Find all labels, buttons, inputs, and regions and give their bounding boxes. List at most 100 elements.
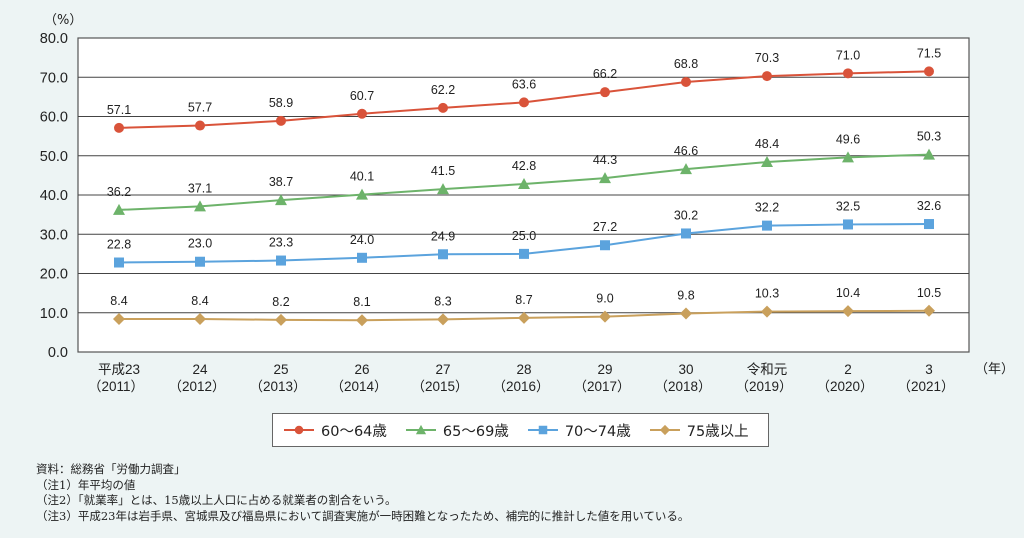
legend-item: 75歳以上 — [649, 420, 749, 441]
x-tick-label-year: （2018） — [654, 379, 711, 394]
data-point-triangle — [194, 200, 206, 212]
data-point-square — [357, 252, 367, 263]
data-label: 32.6 — [917, 199, 941, 213]
x-tick-label-year: （2013） — [249, 379, 306, 394]
data-label: 60.7 — [350, 89, 374, 103]
data-label: 23.0 — [188, 237, 212, 251]
x-tick-label-era: 28 — [516, 362, 531, 377]
y-tick-label: 80.0 — [40, 31, 68, 47]
data-point-circle — [600, 87, 610, 98]
data-point-circle — [843, 68, 853, 79]
data-label: 24.9 — [431, 229, 455, 243]
x-tick-label-year: （2015） — [411, 379, 468, 394]
data-label: 42.8 — [512, 159, 536, 173]
legend: 60～64歳 65～69歳 70～74歳 75歳以上 — [272, 413, 769, 447]
x-tick-label-era: 29 — [597, 362, 612, 377]
data-point-square — [114, 257, 124, 268]
data-label: 32.2 — [755, 201, 779, 215]
y-tick-label: 30.0 — [40, 227, 68, 243]
x-tick-label-year: （2012） — [168, 379, 225, 394]
data-point-triangle — [761, 156, 773, 168]
data-point-triangle — [275, 194, 287, 206]
data-point-diamond — [842, 305, 854, 318]
data-label: 30.2 — [674, 208, 698, 222]
data-point-diamond — [518, 311, 530, 324]
data-point-circle — [438, 102, 448, 113]
x-axis-unit-label: （年） — [975, 362, 1014, 377]
data-label: 46.6 — [674, 144, 698, 158]
data-point-circle — [924, 66, 934, 77]
data-point-diamond — [356, 314, 368, 327]
legend-label: 65～69歳 — [442, 423, 509, 440]
data-label: 8.4 — [110, 294, 127, 308]
x-tick-label-era: 26 — [354, 362, 369, 377]
y-tick-label: 0.0 — [48, 345, 68, 361]
data-point-square — [843, 219, 853, 230]
data-label: 8.2 — [272, 295, 289, 309]
data-point-circle — [681, 76, 691, 87]
data-point-square — [762, 220, 772, 231]
data-label: 66.2 — [593, 67, 617, 81]
x-tick-label-year: （2019） — [735, 379, 792, 394]
x-tick-label-year: （2011） — [88, 379, 144, 394]
legend-marker — [659, 424, 670, 436]
x-tick-label-era: 2 — [844, 362, 852, 377]
legend-label: 60～64歳 — [321, 423, 387, 440]
data-label: 68.8 — [674, 57, 698, 71]
x-tick-label-era: 令和元 — [747, 362, 788, 377]
data-point-square — [276, 255, 286, 266]
y-tick-label: 60.0 — [40, 110, 68, 126]
data-label: 50.3 — [917, 130, 941, 144]
data-point-triangle — [437, 183, 449, 195]
data-label: 32.5 — [836, 199, 860, 213]
data-point-diamond — [194, 313, 206, 326]
data-label: 49.6 — [836, 132, 860, 146]
data-point-circle — [519, 97, 529, 108]
data-label: 27.2 — [593, 220, 617, 234]
data-label: 71.5 — [917, 46, 941, 60]
legend-item: 60～64歳 — [283, 420, 387, 441]
notes: 資料：総務省「労働力調査」 （注1）年平均の値 （注2）「就業率」とは、15歳以… — [36, 462, 689, 524]
legend-label: 70～74歳 — [564, 423, 631, 440]
x-tick-label-era: 平成23 — [98, 362, 140, 377]
data-label: 38.7 — [269, 175, 293, 189]
legend-marker — [538, 425, 548, 435]
legend-diamond-marker-icon — [649, 424, 680, 436]
legend-item: 70～74歳 — [527, 420, 631, 441]
data-label: 36.2 — [107, 185, 131, 199]
x-tick-label-era: 24 — [192, 362, 208, 377]
data-label: 57.7 — [188, 101, 212, 115]
data-point-square — [195, 256, 205, 267]
note-3: （注3）平成23年は岩手県、宮城県及び福島県において調査実施が一時困難となったた… — [36, 508, 690, 523]
data-label: 8.3 — [434, 294, 451, 308]
data-label: 10.5 — [917, 286, 941, 300]
data-label: 10.4 — [836, 286, 860, 300]
note-2: （注2）「就業率」とは、15歳以上人口に占める就業者の割合をいう。 — [36, 493, 397, 507]
legend-triangle-marker-icon — [405, 424, 436, 435]
data-point-square — [681, 228, 691, 239]
data-label: 62.2 — [431, 83, 455, 97]
data-label: 10.3 — [755, 287, 779, 301]
x-tick-label-year: （2014） — [330, 379, 387, 394]
data-label: 63.6 — [512, 77, 536, 91]
data-label: 8.1 — [353, 295, 370, 309]
y-tick-label: 70.0 — [40, 70, 68, 86]
legend-label: 75歳以上 — [686, 423, 749, 440]
data-label: 37.1 — [188, 181, 212, 195]
x-tick-label-year: （2021） — [897, 379, 954, 394]
data-point-diamond — [275, 313, 287, 326]
data-label: 57.1 — [107, 103, 131, 117]
data-point-triangle — [680, 163, 692, 175]
data-point-triangle — [842, 151, 854, 163]
data-point-circle — [357, 108, 367, 119]
legend-marker — [294, 425, 304, 435]
data-point-square — [438, 249, 448, 260]
data-point-diamond — [437, 313, 449, 326]
data-point-square — [519, 248, 529, 259]
x-tick-label-year: （2016） — [492, 379, 549, 394]
note-1: （注1）年平均の値 — [36, 477, 136, 492]
data-point-triangle — [113, 203, 125, 215]
data-point-diamond — [113, 313, 125, 326]
data-point-diamond — [599, 310, 611, 323]
y-tick-label: 40.0 — [40, 188, 68, 204]
